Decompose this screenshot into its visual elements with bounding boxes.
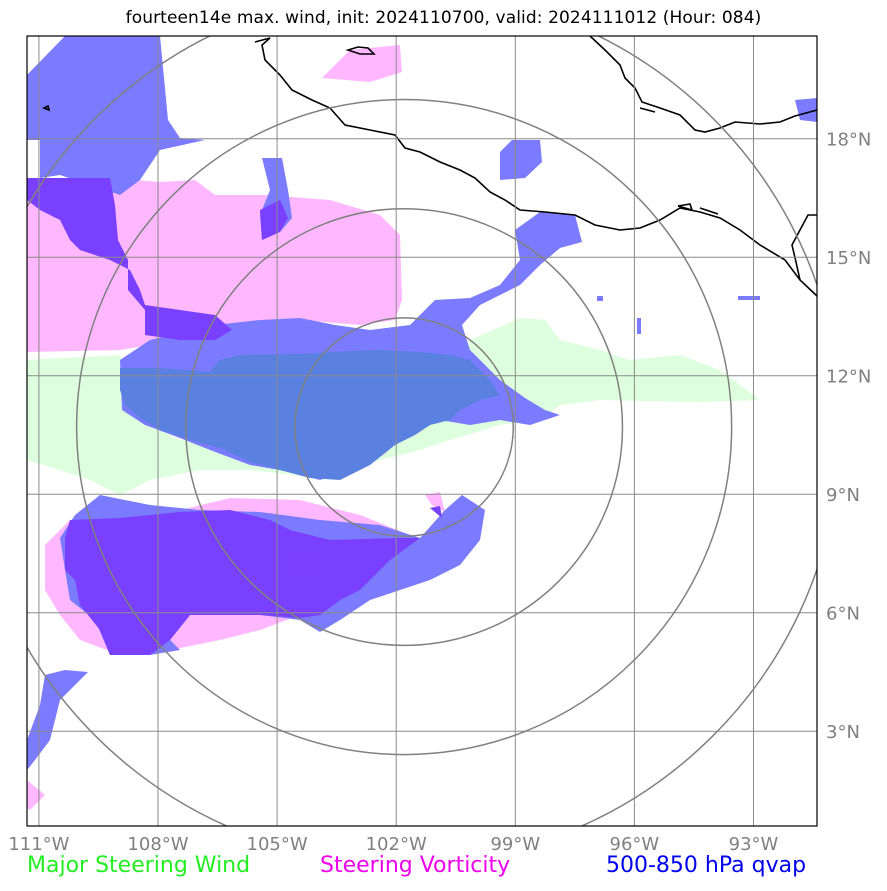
island-outline [345,46,376,55]
lat-tick-label: 9°N [826,485,860,506]
lat-tick-label: 12°N [826,367,871,388]
lon-tick-label: 102°W [366,834,427,855]
steering-vorticity-region [322,45,402,82]
steering-vorticity-region [27,178,402,352]
qvap-region [27,670,88,770]
qvap-region [500,140,542,180]
island-outline [677,203,719,215]
coastline [791,214,817,281]
map-frame [26,35,818,827]
lon-tick-label: 105°W [247,834,308,855]
qvap-wind-overlap [285,553,322,576]
lon-tick-label: 93°W [729,834,779,855]
legend-steering-vorticity: Steering Vorticity [320,853,511,878]
range-ring [75,98,733,756]
lat-tick-label: 6°N [826,604,860,625]
qvap-region [738,296,760,300]
island-outline [42,104,51,112]
qvap-region [27,36,205,195]
lon-tick-label: 108°W [127,834,188,855]
qvap-region [637,318,641,334]
legend-qvap: 500-850 hPa qvap [606,853,807,878]
range-ring [185,207,624,647]
qvap-region [597,296,603,301]
coastline [589,36,817,133]
qvap-region [795,98,817,122]
qvap-wind-overlap [120,350,500,480]
legend-steering-wind: Major Steering Wind [27,853,251,878]
gridlines [27,36,817,826]
lat-tick-labels: 18°N 15°N 12°N 9°N 6°N 3°N [826,130,871,744]
lat-tick-label: 18°N [826,130,871,151]
lon-tick-label: 99°W [490,834,540,855]
steering-wind-region [27,318,760,495]
qvap-vorticity-overlap [260,200,288,240]
qvap-vorticity-overlap [430,506,442,518]
coastline [254,37,817,297]
map-title: fourteen14e max. wind, init: 2024110700,… [125,8,762,28]
island-outline [639,107,656,113]
lat-tick-label: 3°N [826,722,860,743]
lon-tick-label: 111°W [8,834,69,855]
lat-tick-label: 15°N [826,248,871,269]
lon-tick-labels: 111°W 108°W 105°W 102°W 99°W 96°W 93°W [8,834,778,855]
lon-tick-label: 96°W [610,834,660,855]
range-rings [27,36,817,826]
qvap-vorticity-overlap [27,178,232,340]
steering-vorticity-region [27,780,45,810]
qvap-vorticity-overlap [65,510,420,655]
range-ring [294,317,515,537]
